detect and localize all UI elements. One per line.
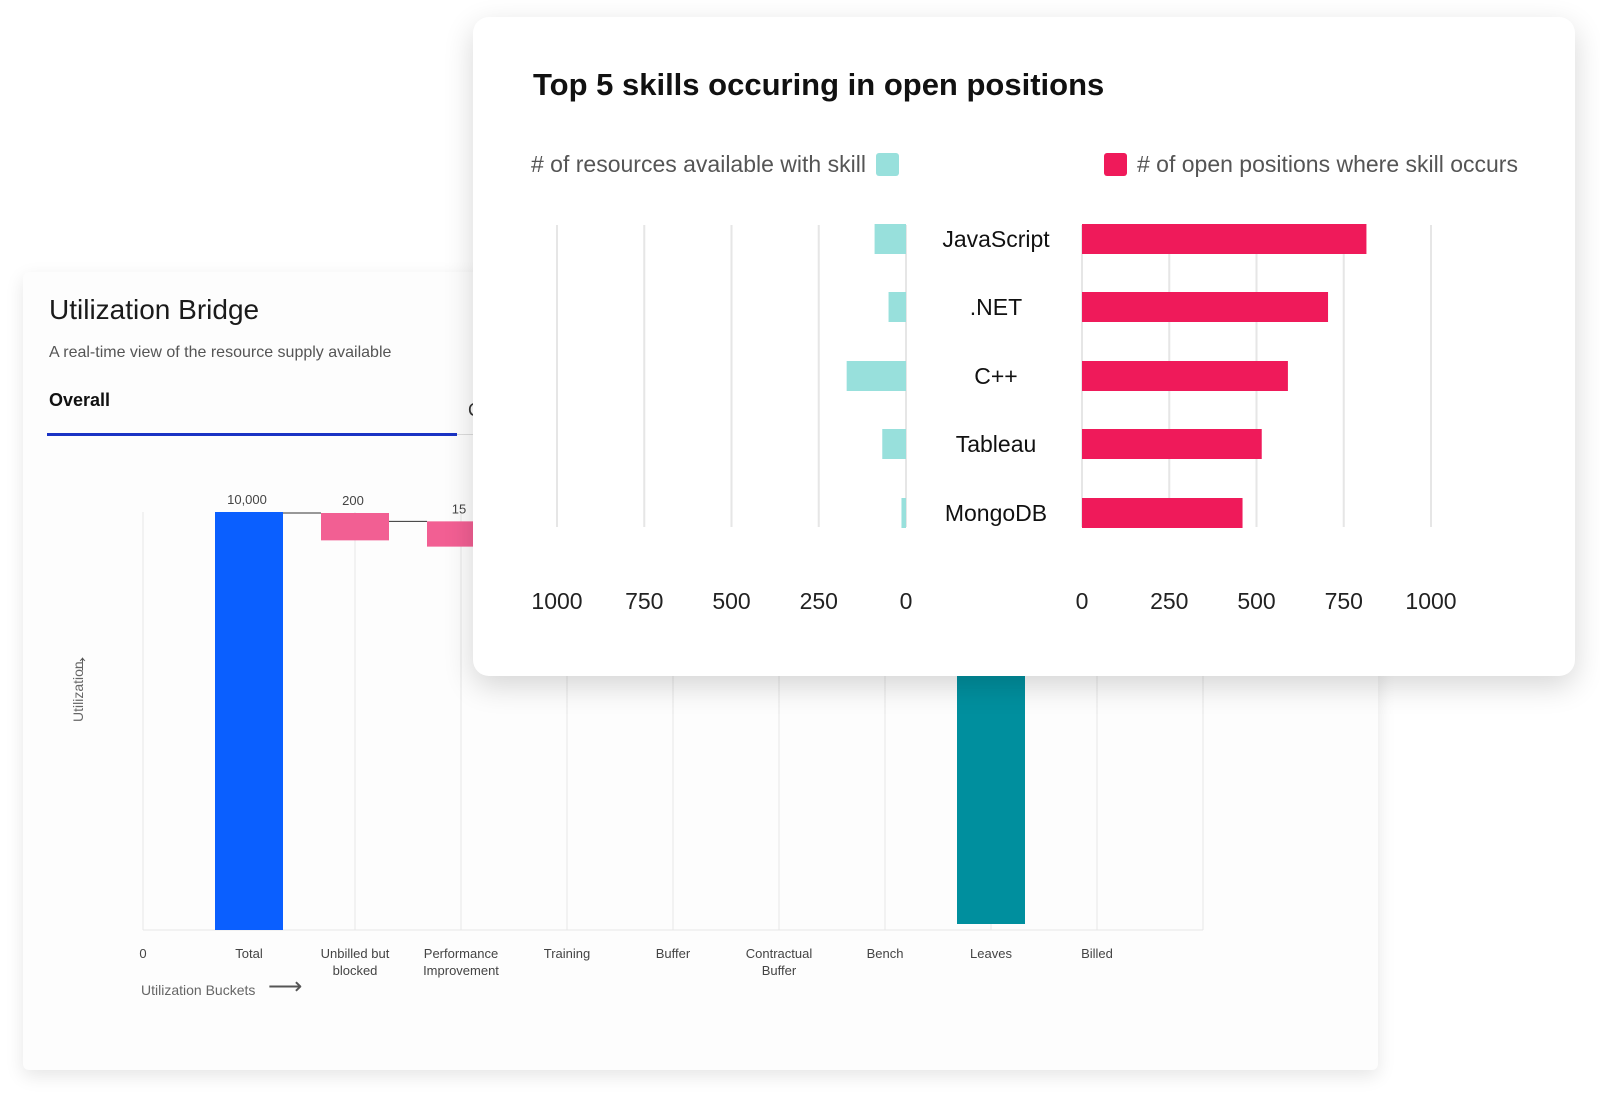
left-tick-label: 1000 bbox=[531, 588, 582, 614]
y-axis-title: Utilization bbox=[70, 661, 86, 722]
right-tick-label: 0 bbox=[1076, 588, 1089, 614]
legend-positions-label: # of open positions where skill occurs bbox=[1137, 151, 1518, 177]
legend-resources-label: # of resources available with skill bbox=[531, 151, 866, 177]
skill-label-mongodb: MongoDB bbox=[945, 500, 1047, 526]
resources-bar-javascript bbox=[874, 224, 906, 254]
right-tick-label: 500 bbox=[1237, 588, 1275, 614]
tab-overall[interactable]: Overall bbox=[47, 390, 457, 436]
right-tick-label: 250 bbox=[1150, 588, 1188, 614]
top-skills-chart: JavaScript .NET C++ Tableau MongoDB 1000 750 50… bbox=[531, 224, 1457, 614]
legend-resources: # of resources available with skill bbox=[531, 151, 899, 178]
right-tick-label: 1000 bbox=[1405, 588, 1456, 614]
resources-bar-net bbox=[888, 292, 906, 322]
skill-label-javascript: JavaScript bbox=[942, 226, 1050, 252]
bar-total bbox=[215, 512, 283, 930]
resources-bar-c bbox=[846, 361, 906, 391]
bar-label-performance-improvement: 15 bbox=[452, 501, 466, 516]
arrow-up-icon: ↑ bbox=[77, 650, 88, 675]
positions-bar-javascript bbox=[1082, 224, 1367, 254]
skill-label-c: C++ bbox=[974, 363, 1017, 389]
bar-label-total: 10,000 bbox=[227, 492, 267, 507]
left-tick-label: 500 bbox=[712, 588, 750, 614]
x-tick-label-unbilled-but-blocked: Unbilled but blocked bbox=[321, 946, 390, 978]
x-tick-label-leaves: Leaves bbox=[970, 946, 1012, 961]
legend-positions: # of open positions where skill occurs bbox=[1104, 151, 1518, 178]
legend-positions-swatch bbox=[1104, 153, 1127, 176]
x-axis-title: Utilization Buckets bbox=[141, 982, 256, 998]
x-tick-label-billed: Billed bbox=[1081, 946, 1113, 961]
legend-resources-swatch bbox=[875, 153, 899, 176]
bridge-subtitle: A real-time view of the resource supply … bbox=[49, 344, 392, 361]
x-tick-label-buffer: Buffer bbox=[656, 946, 691, 961]
resources-bar-mongodb bbox=[901, 498, 906, 528]
x-tick-label-total: Total bbox=[235, 946, 263, 961]
positions-bar-tableau bbox=[1082, 429, 1262, 459]
arrow-right-icon: ⟶ bbox=[268, 973, 303, 1000]
top-skills-card: Top 5 skills occuring in open positions … bbox=[473, 17, 1575, 676]
bridge-title: Utilization Bridge bbox=[49, 294, 260, 325]
x-origin-label: 0 bbox=[139, 946, 146, 961]
right-tick-label: 750 bbox=[1325, 588, 1363, 614]
bar-unbilled-but-blocked bbox=[321, 513, 389, 541]
bar-label-unbilled-but-blocked: 200 bbox=[342, 493, 364, 508]
skill-label-net: .NET bbox=[970, 294, 1022, 320]
positions-bar-c bbox=[1082, 361, 1288, 391]
left-tick-label: 0 bbox=[900, 588, 913, 614]
skill-label-tableau: Tableau bbox=[956, 431, 1037, 457]
x-tick-label-training: Training bbox=[544, 946, 590, 961]
left-tick-label: 750 bbox=[625, 588, 663, 614]
x-tick-label-bench: Bench bbox=[867, 946, 904, 961]
x-tick-label-performance-improvement: Performance Improvement bbox=[423, 946, 499, 978]
positions-bar-mongodb bbox=[1082, 498, 1243, 528]
left-tick-label: 250 bbox=[800, 588, 838, 614]
resources-bar-tableau bbox=[882, 429, 906, 459]
skills-title: Top 5 skills occuring in open positions bbox=[533, 67, 1105, 102]
x-tick-label-contractual-buffer: Contractual Buffer bbox=[746, 946, 813, 978]
positions-bar-net bbox=[1082, 292, 1329, 322]
